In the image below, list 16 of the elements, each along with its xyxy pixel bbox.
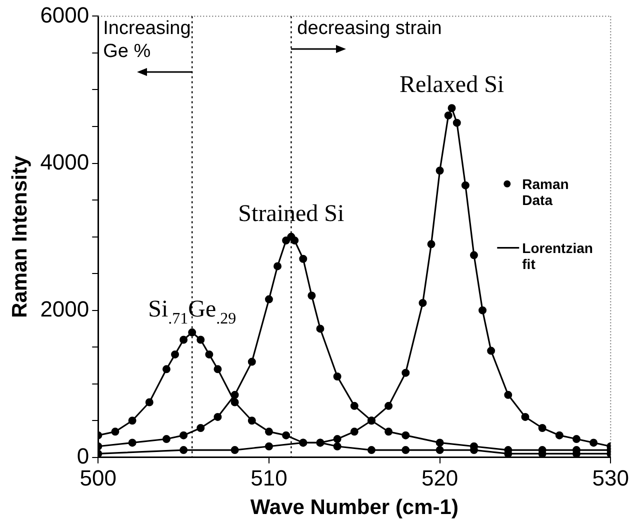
- ref-line-label: Increasing Ge %: [103, 18, 191, 62]
- legend-label: Lorentzian fit: [522, 240, 593, 272]
- y-tick-label: 6000: [40, 2, 90, 28]
- x-axis-title: Wave Number (cm-1): [250, 496, 458, 520]
- ref-line-label: decreasing strain: [297, 18, 442, 40]
- x-tick-label: 510: [250, 466, 288, 491]
- x-tick-label: 520: [421, 466, 458, 491]
- x-tick-label: 530: [592, 466, 630, 491]
- x-tick-label: 500: [80, 466, 116, 491]
- annotation: Strained Si: [238, 200, 345, 227]
- legend-label: Raman Data: [522, 176, 569, 208]
- y-tick-label: 0: [76, 443, 90, 468]
- annotation: Relaxed Si: [399, 72, 504, 98]
- y-tick-label: 2000: [40, 296, 90, 322]
- y-axis-title: Raman Intensity: [8, 155, 32, 318]
- y-tick-label: 4000: [40, 149, 90, 174]
